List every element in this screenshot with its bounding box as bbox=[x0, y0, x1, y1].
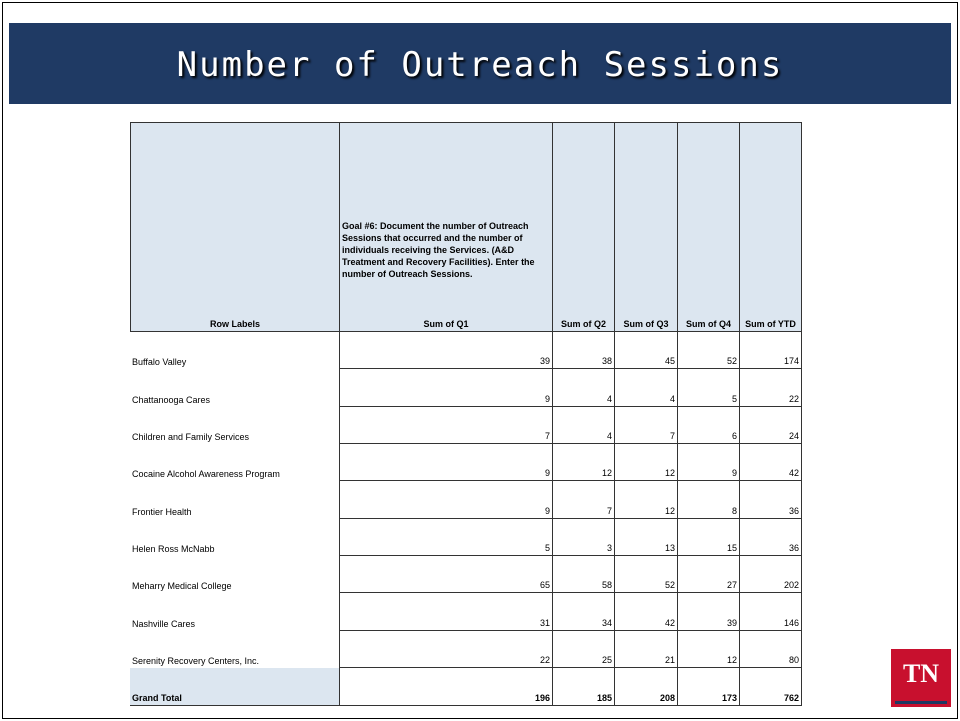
total-label: Grand Total bbox=[130, 668, 340, 706]
logo-bar bbox=[895, 701, 947, 704]
row-value: 36 bbox=[740, 481, 802, 519]
row-value: 25 bbox=[553, 630, 615, 668]
row-value: 7 bbox=[340, 406, 553, 444]
row-value: 22 bbox=[740, 369, 802, 407]
total-value: 173 bbox=[678, 668, 740, 706]
row-value: 52 bbox=[678, 332, 740, 370]
header-cell bbox=[740, 122, 802, 282]
row-value: 5 bbox=[678, 369, 740, 407]
row-value: 4 bbox=[553, 406, 615, 444]
row-value: 4 bbox=[553, 369, 615, 407]
row-value: 34 bbox=[553, 593, 615, 631]
row-value: 7 bbox=[553, 481, 615, 519]
row-label: Helen Ross McNabb bbox=[130, 518, 340, 556]
row-value: 38 bbox=[553, 332, 615, 370]
column-header: Sum of Q4 bbox=[678, 282, 740, 332]
row-label: Serenity Recovery Centers, Inc. bbox=[130, 630, 340, 668]
row-label: Frontier Health bbox=[130, 481, 340, 519]
row-value: 45 bbox=[615, 332, 678, 370]
row-value: 12 bbox=[553, 444, 615, 482]
row-value: 202 bbox=[740, 556, 802, 594]
row-value: 5 bbox=[340, 518, 553, 556]
row-value: 36 bbox=[740, 518, 802, 556]
row-value: 52 bbox=[615, 556, 678, 594]
row-value: 31 bbox=[340, 593, 553, 631]
row-value: 39 bbox=[678, 593, 740, 631]
row-value: 42 bbox=[740, 444, 802, 482]
row-label: Cocaine Alcohol Awareness Program bbox=[130, 444, 340, 482]
header-cell bbox=[615, 122, 678, 282]
column-header: Sum of Q3 bbox=[615, 282, 678, 332]
row-value: 12 bbox=[615, 444, 678, 482]
row-value: 39 bbox=[340, 332, 553, 370]
column-header: Sum of YTD bbox=[740, 282, 802, 332]
column-header: Sum of Q2 bbox=[553, 282, 615, 332]
row-value: 24 bbox=[740, 406, 802, 444]
slide-title: Number of Outreach Sessions bbox=[176, 45, 784, 85]
row-label: Buffalo Valley bbox=[130, 332, 340, 370]
row-value: 8 bbox=[678, 481, 740, 519]
title-band: Number of Outreach Sessions bbox=[9, 23, 951, 104]
row-value: 3 bbox=[553, 518, 615, 556]
row-label: Nashville Cares bbox=[130, 593, 340, 631]
total-value: 762 bbox=[740, 668, 802, 706]
total-value: 185 bbox=[553, 668, 615, 706]
row-value: 4 bbox=[615, 369, 678, 407]
row-value: 80 bbox=[740, 630, 802, 668]
tn-logo: TN bbox=[891, 649, 951, 707]
row-value: 9 bbox=[340, 369, 553, 407]
row-value: 27 bbox=[678, 556, 740, 594]
row-label: Chattanooga Cares bbox=[130, 369, 340, 407]
row-value: 174 bbox=[740, 332, 802, 370]
row-value: 9 bbox=[340, 481, 553, 519]
row-value: 7 bbox=[615, 406, 678, 444]
header-cell bbox=[553, 122, 615, 282]
row-value: 6 bbox=[678, 406, 740, 444]
row-value: 22 bbox=[340, 630, 553, 668]
row-value: 146 bbox=[740, 593, 802, 631]
row-value: 15 bbox=[678, 518, 740, 556]
row-value: 9 bbox=[340, 444, 553, 482]
row-value: 21 bbox=[615, 630, 678, 668]
row-value: 12 bbox=[678, 630, 740, 668]
row-value: 58 bbox=[553, 556, 615, 594]
total-value: 208 bbox=[615, 668, 678, 706]
row-value: 42 bbox=[615, 593, 678, 631]
header-cell bbox=[130, 122, 340, 282]
row-label: Meharry Medical College bbox=[130, 556, 340, 594]
header-cell bbox=[678, 122, 740, 282]
goal-cell: Goal #6: Document the number of Outreach… bbox=[340, 122, 553, 282]
column-header: Sum of Q1 bbox=[340, 282, 553, 332]
total-value: 196 bbox=[340, 668, 553, 706]
row-label: Children and Family Services bbox=[130, 406, 340, 444]
row-value: 12 bbox=[615, 481, 678, 519]
row-value: 65 bbox=[340, 556, 553, 594]
row-value: 9 bbox=[678, 444, 740, 482]
row-value: 13 bbox=[615, 518, 678, 556]
column-header: Row Labels bbox=[130, 282, 340, 332]
